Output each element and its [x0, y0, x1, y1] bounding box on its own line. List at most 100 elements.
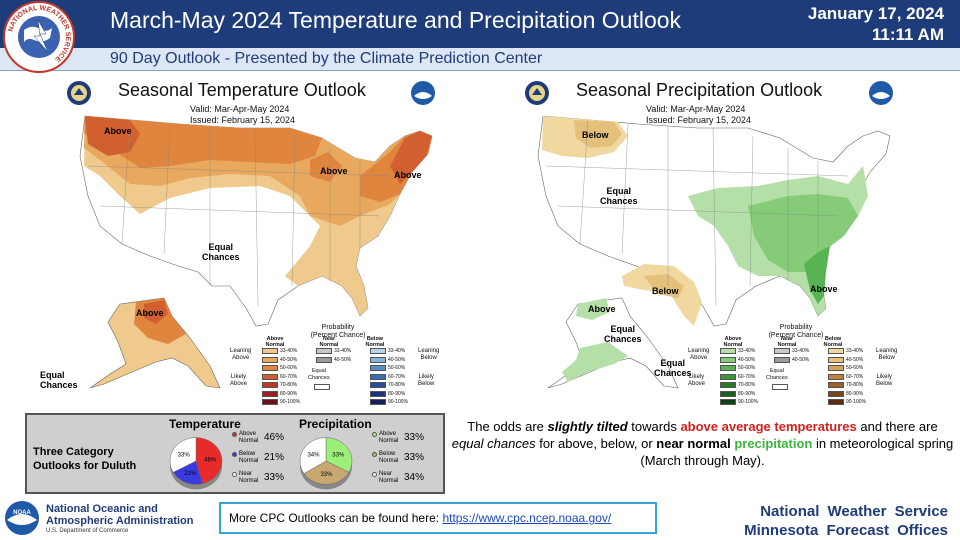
commerce-seal-icon: [525, 81, 549, 105]
legend-leaning-above: Leaning Above: [230, 348, 252, 361]
legend-label: Above Normal: [239, 431, 259, 444]
pie-label: 33%: [332, 452, 345, 458]
legend-above-swatch: [262, 399, 278, 405]
legend-label: Above Normal: [379, 431, 399, 444]
legend-dot: [372, 472, 377, 477]
pie-label: 33%: [320, 472, 333, 478]
legend-dot: [372, 452, 377, 457]
legend-equal-swatch: [772, 384, 788, 390]
pie-label: 46%: [204, 457, 217, 463]
legend-value: 34%: [404, 472, 425, 483]
temperature-map: [79, 115, 433, 389]
noaa-logo-icon: [411, 81, 435, 105]
legend-below-swatch: [828, 399, 844, 405]
legend-range-label: 80-90%: [738, 390, 756, 397]
legend-likely-above: Likely Above: [688, 374, 706, 387]
legend-below-swatch: [370, 373, 386, 380]
precip-label-above-ak: Above: [588, 304, 616, 314]
legend-above-swatch: [262, 390, 278, 397]
legend-value: 33%: [264, 472, 285, 483]
legend-range-label: 33-40%: [792, 348, 810, 354]
legend-range-label: 90-100%: [846, 399, 867, 405]
legend-value: 21%: [264, 452, 285, 463]
legend-below-swatch: [370, 365, 386, 371]
cpc-link[interactable]: https://www.cpc.ncep.noaa.gov/: [442, 511, 612, 525]
legend-heading: Probability (Percent Chance): [768, 324, 824, 339]
legend-range-label: 50-60%: [388, 365, 406, 371]
temperature-valid: Valid: Mar-Apr-May 2024 Issued: February…: [190, 104, 296, 125]
header-bar: March-May 2024 Temperature and Precipita…: [0, 0, 960, 48]
legend-range-label: 70-80%: [846, 382, 864, 388]
duluth-label: Three Category Outlooks for Duluth: [33, 446, 137, 472]
legend-label: Near Normal: [379, 471, 399, 484]
legend-near-swatch: [774, 348, 790, 354]
legend-near-swatch: [316, 348, 332, 354]
pie-label: 34%: [307, 453, 320, 459]
pie-slice: [195, 437, 223, 484]
legend-above-swatch: [720, 373, 736, 380]
legend-range-label: 60-70%: [846, 373, 864, 380]
legend-range-label: 50-60%: [738, 365, 756, 371]
temp-label-above-nw: Above: [104, 126, 132, 136]
legend-likely-below: Likely Below: [418, 374, 435, 387]
legend-above-swatch: [720, 382, 736, 388]
pie-slice: [303, 460, 350, 485]
cpc-link-text: More CPC Outlooks can be found here:: [229, 511, 443, 525]
legend-range-label: 50-60%: [280, 365, 298, 371]
legend-below-swatch: [828, 382, 844, 388]
cpc-link-box: More CPC Outlooks can be found here: htt…: [219, 502, 657, 534]
legend-above-swatch: [720, 365, 736, 371]
duluth-outlook-box: Three Category Outlooks for Duluth Tempe…: [25, 413, 445, 494]
temperature-legend: Probability (Percent Chance) Above Norma…: [230, 316, 450, 411]
legend-range-label: 70-80%: [280, 382, 298, 388]
noaa-logo-icon: NOAA: [5, 501, 39, 535]
nws-office-name: National Weather Service Minnesota Forec…: [744, 503, 948, 539]
legend-likely-above: Likely Above: [230, 374, 248, 387]
temp-label-above-ak: Above: [136, 308, 164, 318]
legend-range-label: 70-80%: [738, 382, 756, 388]
legend-range-label: 33-40%: [334, 348, 352, 354]
legend-col-above: Above Normal: [265, 336, 285, 348]
temperature-map-title: Seasonal Temperature Outlook: [118, 80, 366, 100]
legend-range-label: 60-70%: [388, 373, 406, 380]
legend-below-swatch: [370, 356, 386, 363]
legend-dot: [232, 472, 237, 477]
temperature-map-panel: Seasonal Temperature Outlook Valid: Mar-…: [40, 76, 450, 411]
legend-range-label: 40-50%: [334, 356, 352, 363]
legend-below-swatch: [828, 356, 844, 363]
subheader-bar: 90 Day Outlook - Presented by the Climat…: [0, 48, 960, 71]
temp-label-above-mw: Above: [320, 166, 348, 176]
legend-above-swatch: [720, 356, 736, 363]
legend-near-swatch: [316, 356, 332, 363]
legend-below-swatch: [370, 390, 386, 397]
legend-range-label: 90-100%: [738, 399, 759, 405]
precipitation-map-panel: Seasonal Precipitation Outlook Valid: Ma…: [518, 76, 908, 411]
legend-near-swatch: [774, 356, 790, 363]
legend-dot: [372, 432, 377, 437]
legend-below-swatch: [370, 348, 386, 354]
precip-label-equal-ak2: Equal Chances: [654, 358, 692, 378]
legend-range-label: 90-100%: [280, 399, 301, 405]
legend-above-swatch: [720, 348, 736, 354]
legend-label: Below Normal: [379, 451, 399, 464]
legend-label: Below Normal: [239, 451, 259, 464]
legend-below-swatch: [828, 390, 844, 397]
legend-range-label: 80-90%: [846, 390, 864, 397]
svg-text:NOAA: NOAA: [13, 510, 31, 516]
legend-leaning-below: Leaning Below: [418, 348, 440, 361]
precipitation-pie: 33% 33% 34%: [299, 437, 353, 490]
legend-col-near: Near Normal: [319, 336, 339, 348]
legend-above-swatch: [262, 382, 278, 388]
legend-range-label: 60-70%: [738, 373, 756, 380]
legend-range-label: 40-50%: [738, 356, 756, 363]
legend-col-above: Above Normal: [723, 336, 743, 348]
temp-label-equal-ak: Equal Chances: [40, 370, 78, 390]
legend-value: 46%: [264, 432, 285, 443]
legend-likely-below: Likely Below: [876, 374, 893, 387]
legend-below-swatch: [370, 382, 386, 388]
duluth-temp-title: Temperature: [169, 417, 241, 431]
precip-label-above-se: Above: [810, 284, 838, 294]
date-block: January 17, 2024 11:11 AM: [808, 3, 944, 45]
legend-below-swatch: [828, 365, 844, 371]
